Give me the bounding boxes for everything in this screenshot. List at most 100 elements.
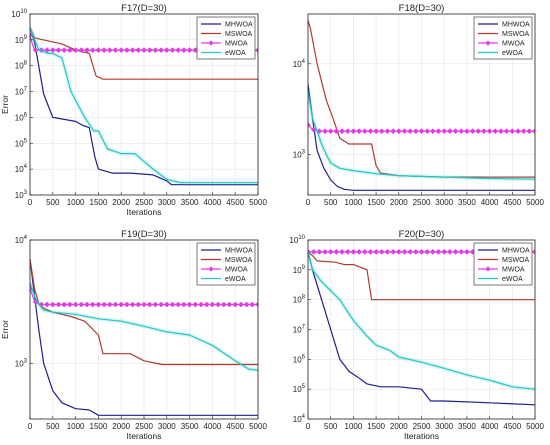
series-marker-MWOA (441, 248, 448, 255)
y-tick-label: 103 (15, 190, 28, 200)
series-marker-MWOA (333, 128, 340, 135)
series-marker-MWOA (497, 128, 504, 135)
x-tick-label: 5000 (249, 198, 267, 207)
x-tick-label: 0 (306, 422, 311, 431)
series-marker-MWOA (390, 128, 397, 135)
x-tick-label: 500 (46, 198, 60, 207)
series-line-MSWOA (308, 251, 535, 301)
series-marker-MWOA (198, 301, 204, 308)
series-marker-MWOA (129, 301, 136, 308)
series-marker-MWOA (310, 126, 317, 133)
series-marker-MWOA (101, 301, 108, 308)
series-marker-MWOA (32, 47, 39, 54)
legend-label: MWOA (225, 41, 248, 48)
series-marker-MWOA (424, 248, 431, 255)
series-marker-MWOA (49, 301, 56, 308)
series-marker-MWOA (61, 47, 68, 54)
series-marker-MWOA (378, 248, 385, 255)
y-tick-label: 1010 (11, 9, 27, 19)
series-marker-MWOA (186, 47, 193, 54)
series-marker-MWOA (503, 128, 510, 135)
legend-label: MWOA (502, 41, 525, 48)
series-marker-MWOA (169, 301, 176, 308)
series-marker-MWOA (169, 47, 176, 54)
series-marker-MWOA (532, 248, 535, 255)
series-marker-MWOA (492, 128, 499, 135)
x-tick-label: 2500 (413, 422, 431, 431)
y-tick-label: 104 (15, 235, 28, 245)
x-axis-label: Iterations (404, 431, 439, 441)
series-marker-MWOA (175, 301, 182, 308)
legend-marker-MWOA (485, 40, 491, 46)
series-marker-MWOA (106, 301, 113, 308)
series-marker-MWOA (367, 248, 374, 255)
series-marker-MWOA (463, 248, 470, 255)
series-marker-MWOA (367, 128, 374, 135)
series-marker-MWOA (390, 248, 397, 255)
legend-label: MWOA (225, 267, 248, 274)
legend-label: eWOA (225, 50, 246, 57)
series-marker-MWOA (141, 301, 147, 308)
series-marker-MWOA (373, 248, 380, 255)
x-tick-label: 500 (324, 198, 338, 207)
series-marker-MWOA (123, 47, 130, 54)
x-tick-label: 1500 (90, 198, 108, 207)
series-marker-MWOA (129, 47, 136, 54)
y-tick-label: 103 (293, 149, 306, 159)
legend-label: MHWOA (225, 22, 253, 29)
series-marker-MWOA (509, 128, 516, 135)
x-tick-label: 2000 (112, 198, 130, 207)
x-tick-label: 500 (46, 422, 60, 431)
x-tick-label: 3500 (181, 422, 199, 431)
x-tick-label: 2000 (390, 422, 408, 431)
series-marker-MWOA (30, 32, 33, 39)
y-tick-label: 109 (293, 265, 306, 275)
x-tick-label: 4000 (204, 198, 222, 207)
legend-label: eWOA (502, 50, 523, 57)
series-marker-MWOA (322, 128, 328, 135)
y-tick-label: 106 (293, 354, 306, 364)
chart-title: F17(D=30) (121, 3, 167, 14)
series-marker-MWOA (308, 122, 311, 129)
legend-label: MSWOA (502, 31, 530, 38)
series-group (30, 259, 258, 416)
x-tick-label: 0 (306, 198, 311, 207)
chart-panel-4: 0 500 1000 1500 2000 2500 3000 3500 4000 4500 5000… (289, 229, 544, 441)
series-marker-MWOA (316, 128, 323, 135)
series-marker-MWOA (407, 128, 414, 135)
x-tick-label: 2000 (112, 422, 130, 431)
series-marker-MWOA (243, 301, 250, 308)
series-marker-MWOA (203, 301, 210, 308)
y-tick-label: 107 (15, 87, 28, 97)
series-marker-MWOA (180, 47, 187, 54)
y-tick-label: 104 (15, 164, 28, 174)
legend-marker-MWOA (208, 266, 214, 272)
y-tick-label: 108 (293, 295, 306, 305)
legend: MHWOA MSWOA MWOA eWOA (196, 16, 256, 60)
series-marker-MWOA (163, 47, 170, 54)
series-marker-MWOA (106, 47, 113, 54)
series-marker-MWOA (255, 47, 258, 54)
series-line-eWOA (30, 27, 258, 184)
series-marker-MWOA (66, 47, 73, 54)
series-marker-MWOA (395, 248, 402, 255)
series-marker-MWOA (316, 248, 323, 255)
legend-label: MSWOA (225, 31, 253, 38)
series-marker-MWOA (458, 128, 465, 135)
series-marker-MWOA (158, 47, 165, 54)
series-marker-MWOA (135, 301, 142, 308)
x-tick-label: 500 (324, 422, 338, 431)
series-marker-MWOA (441, 128, 448, 135)
x-tick-label: 3000 (158, 422, 176, 431)
series-marker-MWOA (429, 248, 436, 255)
series-marker-MWOA (475, 128, 482, 135)
series-marker-MWOA (135, 47, 142, 54)
series-marker-MWOA (141, 47, 147, 54)
series-marker-MWOA (89, 47, 96, 54)
series-marker-MWOA (418, 128, 425, 135)
series-marker-MWOA (226, 301, 233, 308)
legend-label: eWOA (502, 276, 523, 283)
y-tick-label: 109 (15, 35, 28, 45)
series-marker-MWOA (429, 128, 436, 135)
x-tick-label: 4500 (226, 422, 244, 431)
